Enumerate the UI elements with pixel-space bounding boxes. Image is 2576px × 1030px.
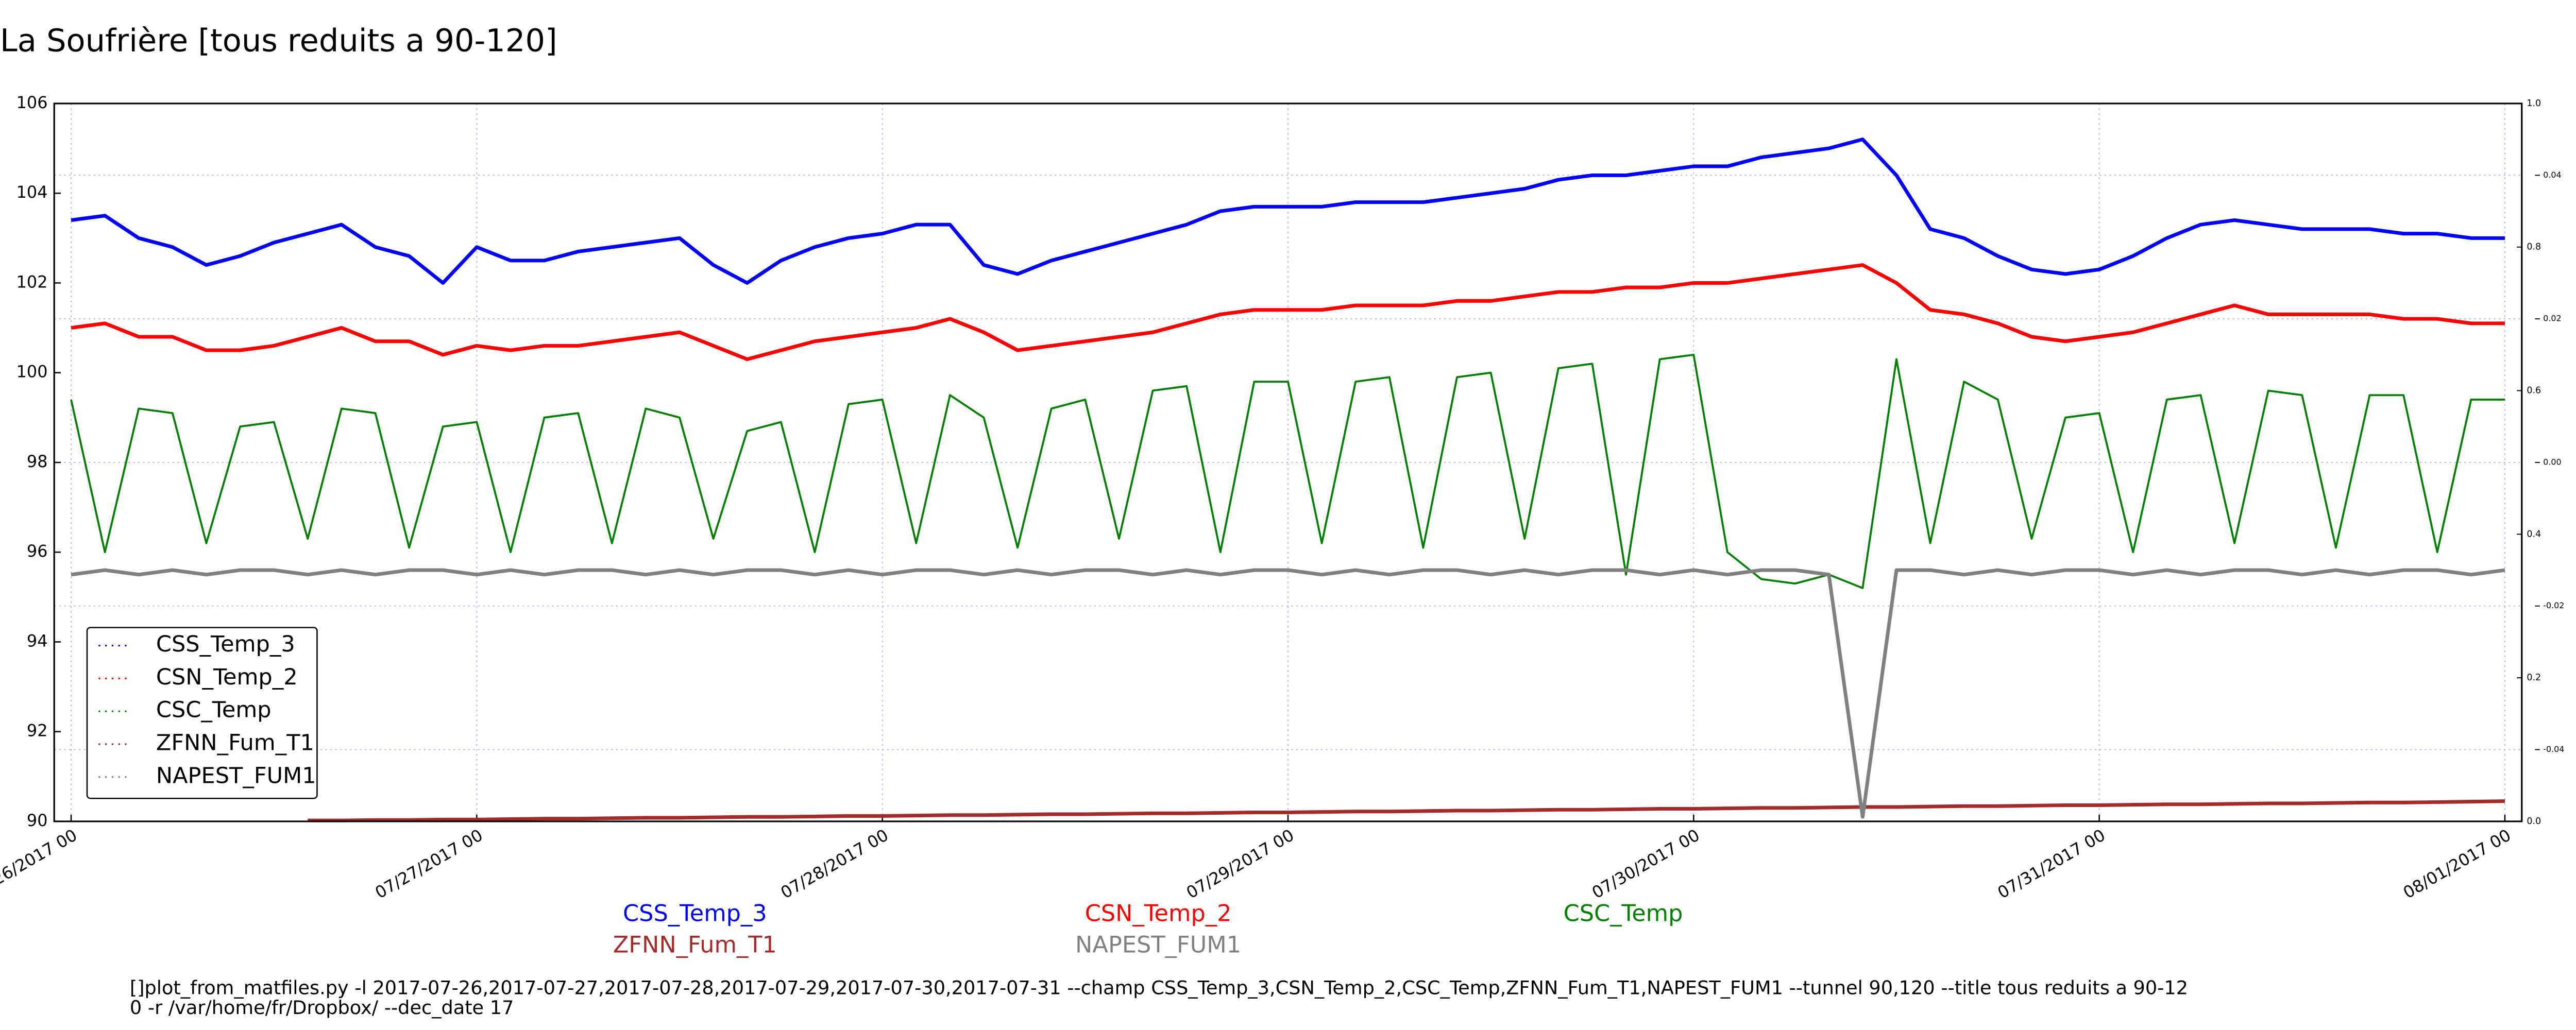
y-tick-label: 94 <box>27 631 48 650</box>
data-line <box>70 353 2505 589</box>
y-tick-label: 104 <box>16 182 48 202</box>
y3-tick-label: -0.04 <box>2543 744 2564 754</box>
legend-label: NAPEST_FUM1 <box>1075 931 1241 958</box>
legend-label: CSS_Temp_3 <box>623 900 767 927</box>
y3-tick-label: -0.02 <box>2543 600 2564 610</box>
data-line <box>71 263 2505 362</box>
legend-label: ZFNN_Fum_T1 <box>156 730 314 756</box>
y-tick-label: 100 <box>16 362 48 382</box>
data-line <box>71 138 2505 285</box>
command-line: 0 -r /var/home/fr/Dropbox/ --dec_date 17 <box>130 997 514 1019</box>
legend-label: CSC_Temp <box>156 697 272 723</box>
y-tick-label: 90 <box>27 811 48 830</box>
data-line <box>71 568 2505 819</box>
y2-tick-label: 1.0 <box>2527 98 2541 109</box>
legend-label: NAPEST_FUM1 <box>156 763 316 788</box>
legend-label: CSC_Temp <box>1564 900 1683 927</box>
legend-label: CSN_Temp_2 <box>156 664 298 690</box>
command-line: []plot_from_matfiles.py -l 2017-07-26,20… <box>130 977 2188 999</box>
y-tick-label: 98 <box>27 452 48 471</box>
y2-tick-label: 0.4 <box>2527 529 2541 539</box>
y-tick-label: 106 <box>16 93 48 112</box>
data-line <box>308 799 2505 822</box>
legend-label: ZFNN_Fum_T1 <box>613 931 777 958</box>
y-tick-label: 96 <box>27 541 48 561</box>
y3-tick-label: 0.02 <box>2543 314 2561 323</box>
y2-tick-label: 0.0 <box>2527 816 2541 827</box>
y3-tick-label: 0.00 <box>2543 457 2561 467</box>
y2-tick-label: 0.6 <box>2527 386 2541 396</box>
legend-box <box>86 627 318 799</box>
y2-tick-label: 0.2 <box>2527 673 2541 683</box>
chart-title: La Soufrière [tous reduits a 90-120] <box>0 23 557 59</box>
legend-label: CSN_Temp_2 <box>1085 900 1232 927</box>
y-tick-label: 92 <box>27 721 48 741</box>
y-tick-label: 102 <box>16 272 48 291</box>
y3-tick-label: 0.04 <box>2543 170 2561 180</box>
y2-tick-label: 0.8 <box>2527 242 2541 252</box>
plot-frame <box>53 102 2523 822</box>
legend-label: CSS_Temp_3 <box>156 631 295 657</box>
